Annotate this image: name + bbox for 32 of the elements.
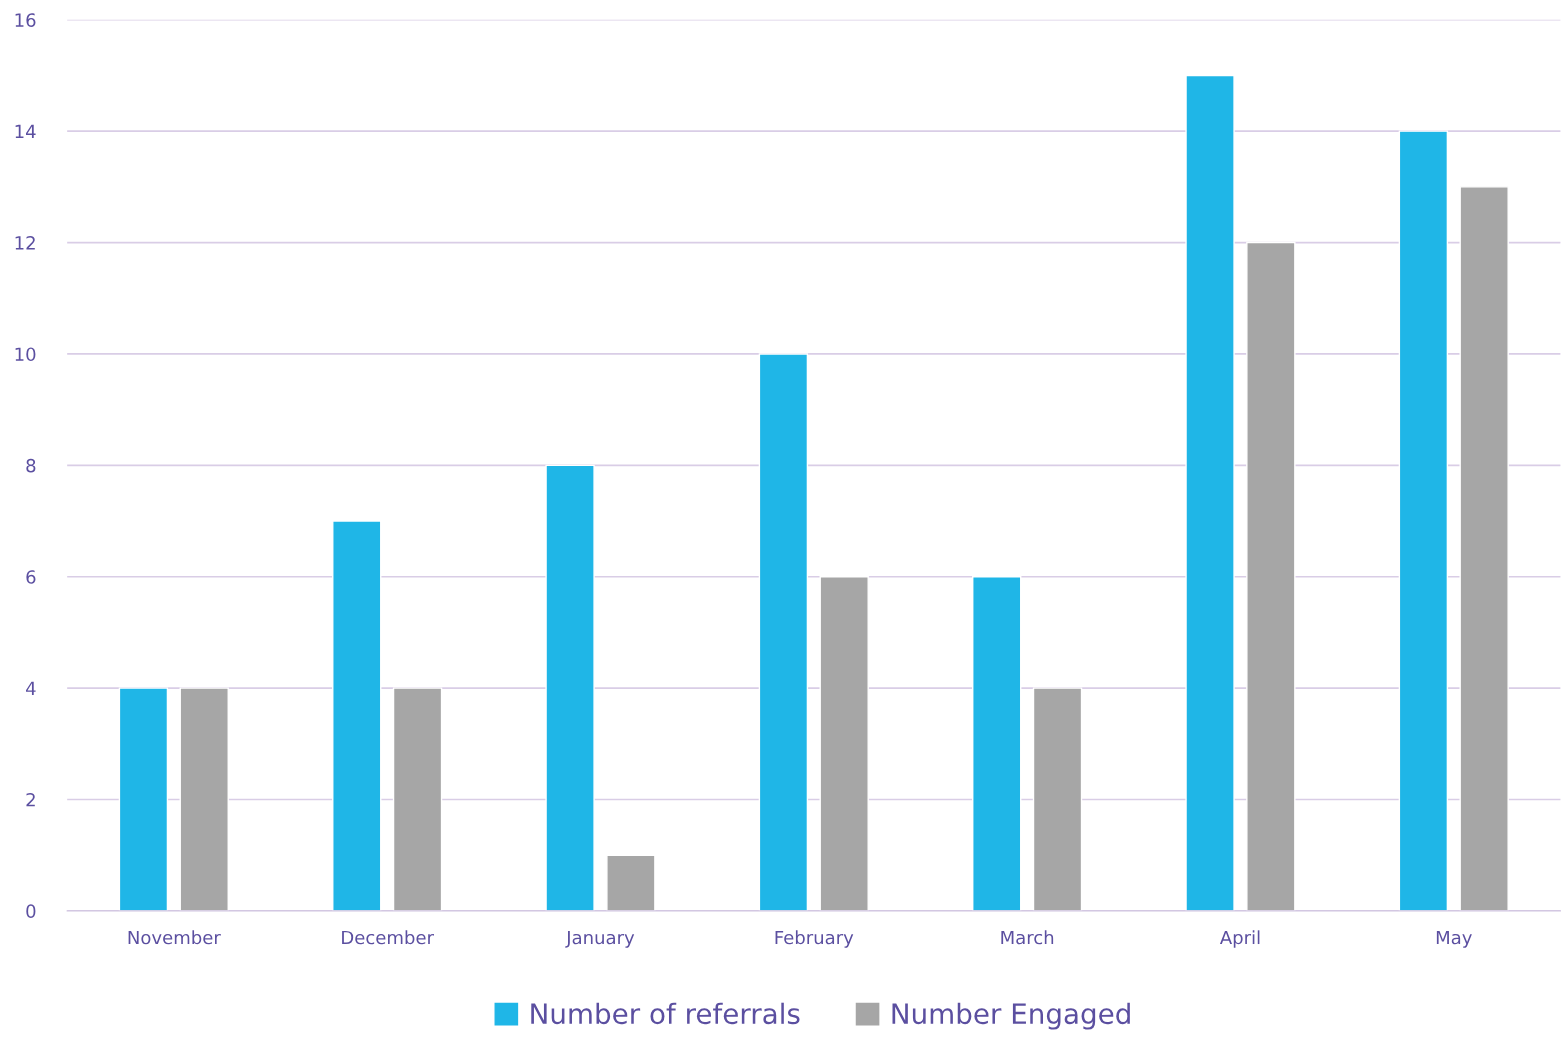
x-tick-label: December	[342, 930, 434, 945]
bar	[758, 353, 809, 911]
y-tick-label: 2	[26, 792, 35, 807]
bar	[179, 687, 229, 911]
x-tick-label: November	[128, 930, 221, 945]
bar	[545, 464, 595, 911]
y-tick-label: 6	[26, 570, 36, 584]
y-tick-label: 10	[15, 347, 36, 362]
bar	[819, 576, 869, 911]
bar	[118, 687, 169, 911]
bar	[606, 854, 656, 911]
bar	[1032, 687, 1083, 911]
bar	[1185, 74, 1235, 911]
y-tick-label: 14	[15, 124, 36, 139]
y-tick-label: 0	[26, 904, 36, 918]
bar	[1398, 130, 1449, 911]
x-tick-label: March	[1001, 930, 1054, 945]
x-tick-label: May	[1436, 930, 1472, 948]
legend-label: Number Engaged	[892, 1002, 1130, 1030]
legend-label: Number of referrals	[531, 1002, 800, 1025]
x-tick-label: January	[565, 930, 635, 948]
y-tick-label: 4	[26, 681, 36, 695]
x-tick-label: February	[775, 930, 854, 948]
y-tick-label: 8	[26, 458, 36, 473]
y-tick-label: 16	[15, 13, 36, 27]
bar	[332, 520, 382, 911]
bar	[972, 576, 1022, 911]
bar	[1459, 186, 1509, 911]
bar	[1246, 241, 1296, 911]
bar	[392, 687, 443, 911]
x-tick-label: April	[1219, 930, 1260, 948]
y-tick-label: 12	[15, 236, 35, 250]
